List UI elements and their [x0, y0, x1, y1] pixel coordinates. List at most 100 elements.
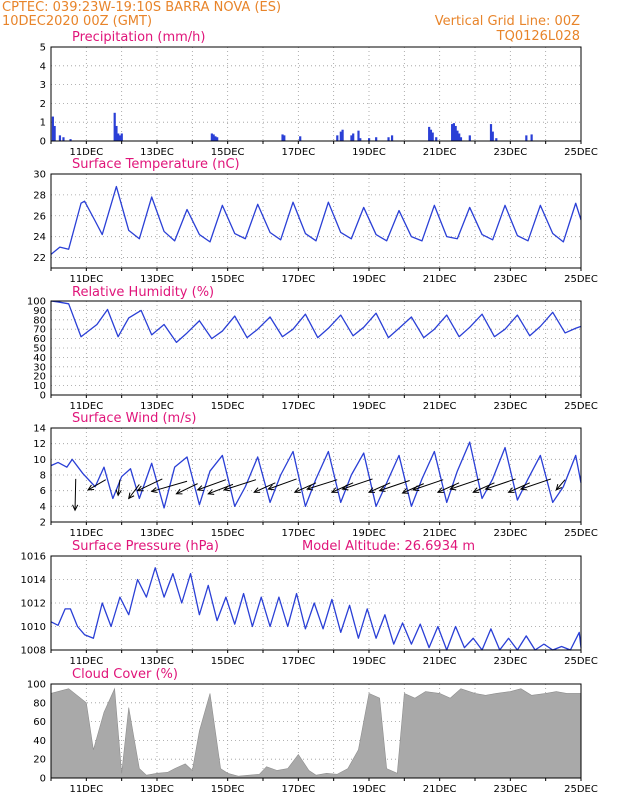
- surface-pressure-xtick-label: 19DEC: [352, 656, 386, 667]
- precipitation-ytick-label: 2: [40, 99, 46, 110]
- cloud-cover-xtick-label: 21DEC: [423, 784, 457, 795]
- precipitation-bar: [120, 133, 123, 141]
- precipitation-xtick-label: 17DEC: [281, 147, 315, 158]
- surface-wind-wind-arrow: [115, 479, 122, 497]
- precipitation-ytick-label: 0: [40, 137, 46, 148]
- precipitation-bar: [435, 137, 438, 141]
- surface-temperature-xtick-label: 13DEC: [140, 274, 174, 285]
- relative-humidity-ytick-label: 0: [40, 391, 46, 402]
- cloud-cover-ytick-label: 80: [33, 698, 46, 709]
- cloud-cover-frame: [50, 683, 582, 779]
- surface-temperature-panel: Surface Temperature (nC) 22 24 26 28 30 11DEC 1…: [33, 157, 598, 285]
- precipitation-bar: [341, 129, 344, 141]
- surface-wind-wind-arrow: [253, 482, 276, 493]
- precipitation-bar: [51, 116, 54, 141]
- surface-wind-frame: [50, 427, 582, 523]
- precipitation-bar: [336, 135, 339, 141]
- cloud-cover-xtick-label: 11DEC: [69, 784, 103, 795]
- surface-wind-wind-arrow: [507, 482, 530, 493]
- surface-wind-wind-arrow: [449, 478, 481, 491]
- header-date-line: 10DEC2020 00Z (GMT): [2, 14, 152, 29]
- surface-wind-xtick-label: 25DEC: [564, 528, 598, 539]
- precipitation-ytick-label: 4: [40, 61, 46, 72]
- precipitation-bar: [375, 137, 378, 141]
- surface-wind-wind-arrow: [87, 479, 107, 491]
- relative-humidity-xtick-label: 13DEC: [140, 401, 174, 412]
- relative-humidity-ytick-label: 10: [33, 381, 46, 392]
- surface-wind-wind-arrow: [128, 484, 140, 500]
- surface-pressure-ytick-label: 1016: [21, 552, 46, 563]
- precipitation-bar: [62, 137, 65, 141]
- precipitation-bar: [390, 135, 394, 141]
- precipitation-bar: [118, 135, 122, 141]
- relative-humidity-xtick-label: 15DEC: [211, 401, 245, 412]
- surface-wind-wind-arrow: [223, 479, 257, 492]
- surface-wind-xtick-label: 19DEC: [352, 528, 386, 539]
- precipitation-panel: Precipitation (mm/h) 0 1 2 3 4 5 11DEC 13DEC 15DE…: [40, 30, 598, 158]
- precipitation-ytick-label: 1: [40, 118, 46, 129]
- surface-wind-wind-arrow: [150, 480, 188, 493]
- surface-wind-line: [50, 441, 582, 509]
- relative-humidity-xtick-label: 19DEC: [352, 401, 386, 412]
- surface-wind-xtick-label: 13DEC: [140, 528, 174, 539]
- precipitation-bar: [113, 112, 116, 141]
- precipitation-bar: [456, 130, 459, 141]
- surface-wind-wind-arrow: [136, 478, 163, 492]
- surface-wind-wind-arrow: [72, 478, 79, 512]
- cloud-cover-xtick-label: 23DEC: [493, 784, 527, 795]
- precipitation-bar: [489, 124, 493, 141]
- surface-wind-wind-arrow: [484, 478, 516, 491]
- precipitation-bar: [299, 136, 302, 141]
- surface-temperature-ytick-label: 22: [33, 253, 46, 264]
- surface-wind-wind-arrow: [472, 482, 495, 493]
- cloud-cover-ytick-label: 60: [33, 717, 46, 728]
- precipitation-xtick-label: 23DEC: [493, 147, 527, 158]
- cloud-cover-panel: Cloud Cover (%) 0 20 40 60 80 100 11DEC 13DEC 15D…: [27, 667, 598, 795]
- precipitation-bar: [525, 135, 528, 141]
- precipitation-bar: [214, 136, 217, 141]
- surface-temperature-xtick-label: 23DEC: [493, 274, 527, 285]
- precipitation-bar: [431, 132, 434, 141]
- cloud-cover-ytick-label: 40: [33, 736, 46, 747]
- surface-wind-ytick-label: 4: [40, 502, 46, 513]
- surface-pressure-panel: Surface Pressure (hPa) Model Altitude: 26…: [21, 539, 598, 667]
- relative-humidity-ytick-label: 70: [33, 325, 46, 336]
- relative-humidity-title: Relative Humidity (%): [72, 285, 214, 300]
- relative-humidity-ytick-label: 40: [33, 353, 46, 364]
- surface-pressure-xtick-label: 11DEC: [69, 656, 103, 667]
- precipitation-bar: [428, 126, 431, 141]
- surface-temperature-frame: [50, 173, 582, 269]
- cloud-cover-ytick-label: 0: [40, 774, 46, 785]
- surface-wind-ytick-label: 8: [40, 471, 46, 482]
- precipitation-bar: [359, 138, 362, 141]
- surface-wind-wind-arrow: [378, 480, 410, 492]
- surface-pressure-xtick-label: 15DEC: [211, 656, 245, 667]
- precipitation-bar: [530, 134, 533, 141]
- relative-humidity-ytick-label: 80: [33, 315, 46, 326]
- surface-wind-wind-arrow: [330, 482, 354, 493]
- relative-humidity-line: [50, 300, 582, 344]
- cloud-cover-xtick-label: 13DEC: [140, 784, 174, 795]
- precipitation-bar: [352, 133, 355, 141]
- relative-humidity-ytick-label: 20: [33, 372, 46, 383]
- relative-humidity-panel: Relative Humidity (%) 0102030405060708090…: [27, 285, 598, 412]
- precipitation-ytick-label: 5: [40, 43, 46, 54]
- precipitation-xtick-label: 19DEC: [352, 147, 386, 158]
- precipitation-bar: [350, 135, 353, 141]
- surface-pressure-xtick-label: 25DEC: [564, 656, 598, 667]
- precipitation-bar: [368, 138, 371, 141]
- relative-humidity-ytick-label: 100: [27, 297, 46, 308]
- surface-wind-ytick-label: 6: [40, 486, 46, 497]
- surface-pressure-ytick-label: 1008: [21, 646, 46, 657]
- cloud-cover-xtick-label: 15DEC: [211, 784, 245, 795]
- precipitation-bar: [454, 125, 457, 141]
- cloud-cover-xtick-label: 25DEC: [564, 784, 598, 795]
- surface-wind-wind-arrow: [341, 478, 373, 491]
- relative-humidity-xtick-label: 17DEC: [281, 401, 315, 412]
- relative-humidity-ytick-label: 30: [33, 362, 46, 373]
- surface-temperature-ytick-label: 24: [33, 232, 46, 243]
- precipitation-bar: [458, 133, 461, 141]
- precipitation-bar: [451, 124, 454, 141]
